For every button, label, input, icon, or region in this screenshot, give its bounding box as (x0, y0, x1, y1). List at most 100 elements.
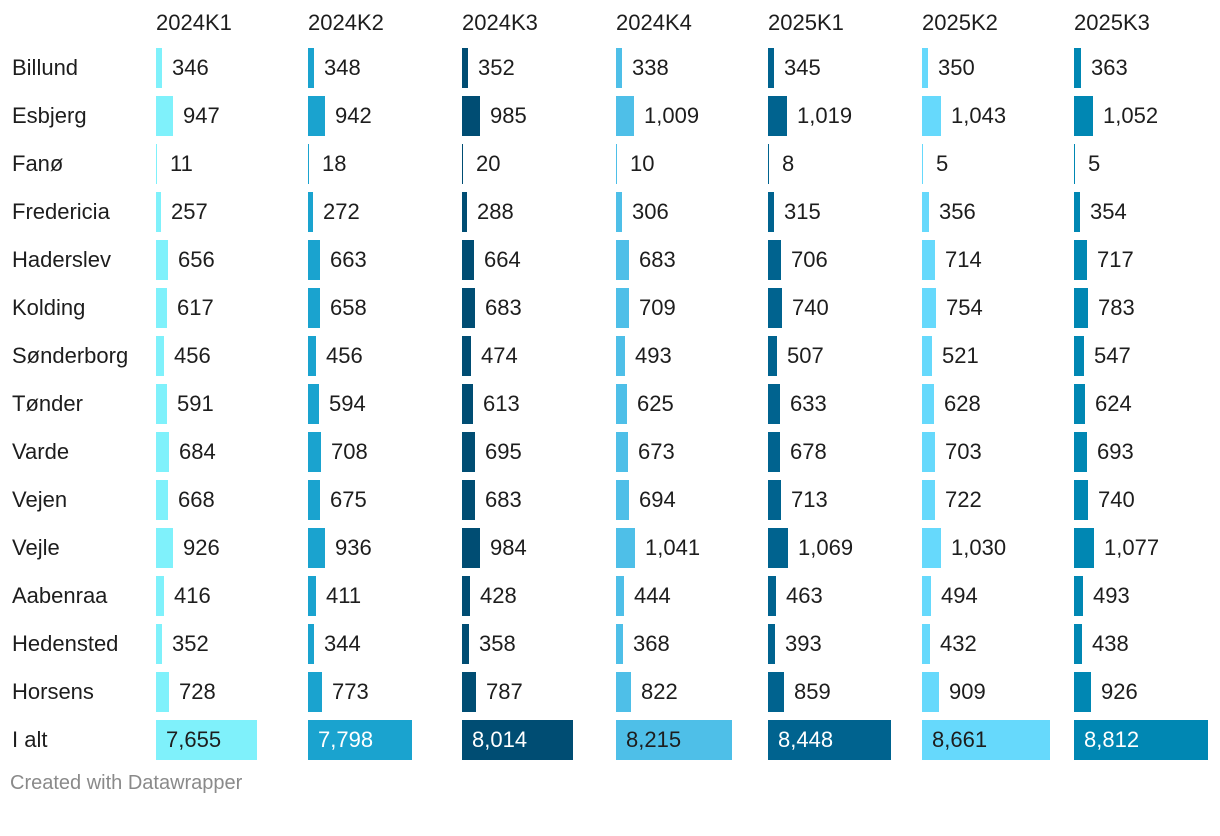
bar (156, 624, 162, 664)
value-label: 717 (1097, 247, 1134, 272)
value-label: 740 (1098, 487, 1135, 512)
bar (616, 192, 622, 232)
bar (308, 288, 320, 328)
bar (308, 192, 313, 232)
value-label: 695 (485, 439, 522, 464)
bar (616, 336, 625, 376)
bar (922, 672, 939, 712)
row-label: Hedensted (12, 631, 119, 656)
value-label: 354 (1090, 199, 1127, 224)
value-label: 345 (784, 55, 821, 80)
value-label: 444 (634, 583, 671, 608)
value-label: 708 (331, 439, 368, 464)
row-label: Billund (12, 55, 79, 80)
bar (1074, 432, 1087, 472)
value-label: 1,077 (1104, 535, 1160, 560)
bar (616, 144, 617, 184)
bar (616, 432, 628, 472)
value-label: 20 (476, 151, 501, 176)
bar (768, 576, 776, 616)
value-label: 8 (782, 151, 795, 176)
value-label: 456 (174, 343, 211, 368)
value-label: 822 (641, 679, 678, 704)
value-label: 947 (183, 103, 220, 128)
value-label: 348 (324, 55, 361, 80)
bar (462, 432, 475, 472)
total-bar (462, 720, 573, 760)
row-label: Vejle (12, 535, 60, 560)
total-bar (308, 720, 412, 760)
value-label: 984 (490, 535, 527, 560)
value-label: 694 (639, 487, 676, 512)
bar (922, 288, 936, 328)
value-label: 683 (485, 295, 522, 320)
total-value-label: 8,448 (778, 727, 834, 752)
value-label: 673 (638, 439, 675, 464)
bar (308, 624, 314, 664)
value-label: 272 (323, 199, 360, 224)
bar (308, 96, 325, 136)
row-label: Vejen (12, 487, 68, 512)
bar (922, 432, 935, 472)
row-label: Esbjerg (12, 103, 87, 128)
value-label: 547 (1094, 343, 1131, 368)
bar (922, 624, 930, 664)
bar (768, 288, 782, 328)
value-label: 493 (635, 343, 672, 368)
total-value-label: 8,661 (932, 727, 988, 752)
bar (616, 624, 623, 664)
bar (1074, 672, 1091, 712)
bar (768, 48, 774, 88)
value-label: 926 (183, 535, 220, 560)
value-label: 344 (324, 631, 361, 656)
total-bar (616, 720, 732, 760)
value-label: 456 (326, 343, 363, 368)
bar (156, 672, 169, 712)
column-header-2024K4: 2024K4 (616, 10, 692, 35)
value-label: 783 (1098, 295, 1135, 320)
bar (308, 576, 316, 616)
bar (156, 432, 169, 472)
bar (616, 480, 629, 520)
value-label: 363 (1091, 55, 1128, 80)
row-label: Haderslev (12, 247, 112, 272)
value-label: 683 (639, 247, 676, 272)
bar (616, 288, 629, 328)
value-label: 368 (633, 631, 670, 656)
value-label: 859 (794, 679, 831, 704)
bar (922, 336, 932, 376)
value-label: 684 (179, 439, 216, 464)
bar (768, 672, 784, 712)
bar (462, 48, 468, 88)
value-label: 728 (179, 679, 216, 704)
value-label: 10 (630, 151, 655, 176)
total-row-label: I alt (12, 727, 48, 752)
bar (156, 288, 167, 328)
bar (462, 96, 480, 136)
bar (616, 528, 635, 568)
bar (1074, 384, 1085, 424)
bar (462, 240, 474, 280)
value-label: 740 (792, 295, 829, 320)
total-value-label: 7,798 (318, 727, 374, 752)
value-label: 693 (1097, 439, 1134, 464)
bar (308, 432, 321, 472)
bar (462, 144, 463, 184)
bar (462, 672, 476, 712)
bar (308, 528, 325, 568)
bar (616, 240, 629, 280)
bar (156, 576, 164, 616)
value-label: 713 (791, 487, 828, 512)
bar (1074, 288, 1088, 328)
bar (1074, 96, 1093, 136)
value-label: 507 (787, 343, 824, 368)
value-label: 521 (942, 343, 979, 368)
bar (1074, 144, 1075, 184)
bar (768, 192, 774, 232)
value-label: 356 (939, 199, 976, 224)
value-label: 773 (332, 679, 369, 704)
bar (156, 240, 168, 280)
value-label: 493 (1093, 583, 1130, 608)
total-bar (1074, 720, 1208, 760)
bar (156, 336, 164, 376)
